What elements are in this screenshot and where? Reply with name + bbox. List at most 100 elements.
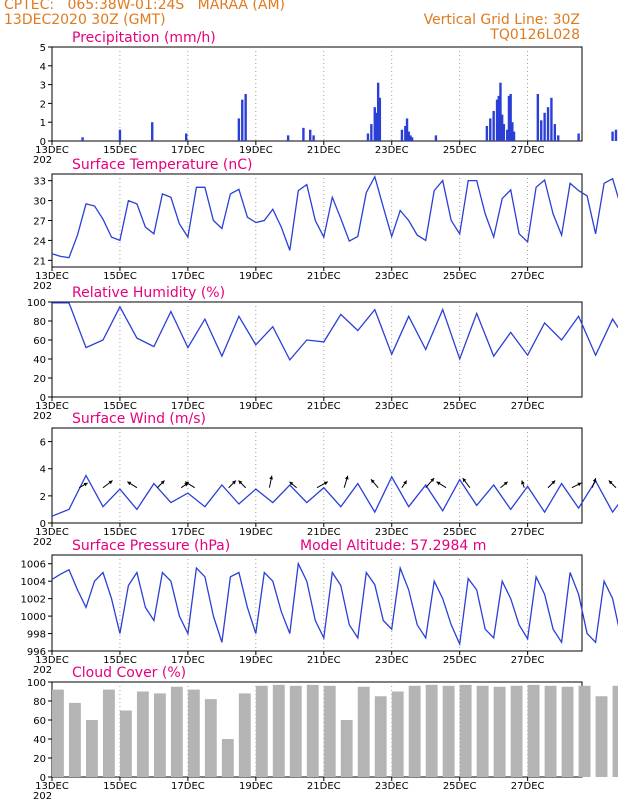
panel-frame <box>51 554 583 652</box>
y-tick-label: 1002 <box>21 595 46 606</box>
y-tick-label: 80 <box>33 317 46 328</box>
wind-arrow-head <box>577 482 582 487</box>
precip-bar <box>410 137 414 141</box>
panel-title: Surface Wind (m/s) <box>72 411 206 427</box>
date-year-label: 202 <box>33 665 52 676</box>
precip-bar <box>499 82 502 141</box>
precip-bar <box>492 110 495 141</box>
pres-series-line <box>51 561 618 647</box>
wind-arrow-head <box>371 479 375 484</box>
date-label: 21DEC <box>307 145 341 156</box>
date-label: 15DEC <box>103 145 137 156</box>
precip-bar <box>81 137 84 141</box>
date-label: 21DEC <box>307 781 341 792</box>
panel-frame <box>51 427 583 524</box>
date-label: 25DEC <box>443 145 477 156</box>
date-label: 21DEC <box>307 401 341 412</box>
wind-arrow-head <box>521 480 525 485</box>
precip-bar <box>485 125 489 141</box>
precip-bar <box>557 135 560 141</box>
cloud-bar <box>476 685 489 777</box>
date-label: 25DEC <box>443 271 477 282</box>
precip-bar <box>614 129 618 141</box>
date-label: 25DEC <box>443 655 477 666</box>
y-tick-label: 20 <box>33 754 46 765</box>
precip-bar <box>577 133 580 141</box>
precip-bar <box>286 135 290 141</box>
precip-bar <box>405 118 409 141</box>
date-label: 27DEC <box>511 527 545 538</box>
panel-wind: 13DEC 15DEC 17DEC 19DEC 21DEC 23DEC 25DEC 27DEC… <box>33 411 618 548</box>
y-tick-label: 20 <box>33 374 46 385</box>
y-tick-label: 0 <box>40 773 46 784</box>
date-label: 19DEC <box>239 655 273 666</box>
cloud-bar <box>221 739 234 777</box>
y-tick-label: 21 <box>33 256 46 267</box>
cloud-bar <box>391 691 404 777</box>
wind-arrow-head <box>108 480 113 485</box>
temp-series-line <box>51 174 618 259</box>
y-tick-label: 40 <box>33 355 46 366</box>
precip-bar <box>507 95 511 141</box>
precip-bar <box>373 107 376 141</box>
cloud-bar <box>595 696 608 777</box>
date-label: 25DEC <box>443 781 477 792</box>
date-label: 13DEC <box>35 401 69 412</box>
cloud-bar <box>187 689 200 777</box>
cloud-bar <box>493 686 506 777</box>
date-label: 13DEC <box>35 655 69 666</box>
date-label: 27DEC <box>511 145 545 156</box>
date-label: 13DEC <box>35 145 69 156</box>
precip-bar <box>546 107 550 141</box>
wind-arrow-head <box>592 478 597 483</box>
cloud-bar <box>255 685 268 777</box>
cloud-bar <box>561 686 574 777</box>
cloud-bar <box>374 696 387 777</box>
date-label: 23DEC <box>375 145 409 156</box>
panel-frame <box>51 173 583 268</box>
y-tick-label: 60 <box>33 716 46 727</box>
date-label: 21DEC <box>307 655 341 666</box>
cloud-bar <box>102 689 115 777</box>
wind-arrow-head <box>269 475 273 480</box>
precip-bar <box>312 135 315 141</box>
precip-bar <box>550 97 553 141</box>
wind-arrow-head <box>160 480 165 485</box>
date-label: 25DEC <box>443 527 477 538</box>
precip-bar <box>611 131 614 141</box>
cloud-bar <box>85 720 98 777</box>
wind-arrow-head <box>185 481 190 486</box>
cloud-bar <box>459 684 472 777</box>
precip-bar <box>409 135 412 141</box>
precip-bar <box>540 120 543 141</box>
precip-bar <box>118 129 122 141</box>
y-tick-label: 1000 <box>21 612 46 623</box>
date-label: 21DEC <box>307 527 341 538</box>
cloud-bar <box>442 685 455 777</box>
precip-bar <box>511 122 514 141</box>
precip-bar <box>543 112 546 141</box>
cloud-bar <box>323 685 336 777</box>
y-tick-label: 80 <box>33 697 46 708</box>
wind-arrow-head <box>551 480 556 485</box>
y-tick-label: 998 <box>27 630 46 641</box>
precip-bar <box>497 95 500 141</box>
precip-bar <box>376 82 380 141</box>
precip-bar <box>407 131 410 141</box>
model-id: TQ0126L028 <box>490 27 580 43</box>
y-tick-label: 4 <box>40 465 46 476</box>
date-year-label: 202 <box>33 537 52 548</box>
precip-bar <box>489 118 492 141</box>
date-label: 17DEC <box>171 145 205 156</box>
precip-bar <box>309 129 312 141</box>
precip-bar <box>241 99 244 141</box>
panel-pres: 13DEC 15DEC 17DEC 19DEC 21DEC 23DEC 25DEC 27DEC… <box>21 538 618 676</box>
precip-bar <box>536 94 540 141</box>
wind-arrow-head <box>289 481 294 486</box>
cloud-bar <box>544 685 557 777</box>
cloud-bar <box>136 691 149 777</box>
wind-arrow-head <box>436 481 441 486</box>
date-label: 17DEC <box>171 655 205 666</box>
precip-bar <box>434 135 438 141</box>
